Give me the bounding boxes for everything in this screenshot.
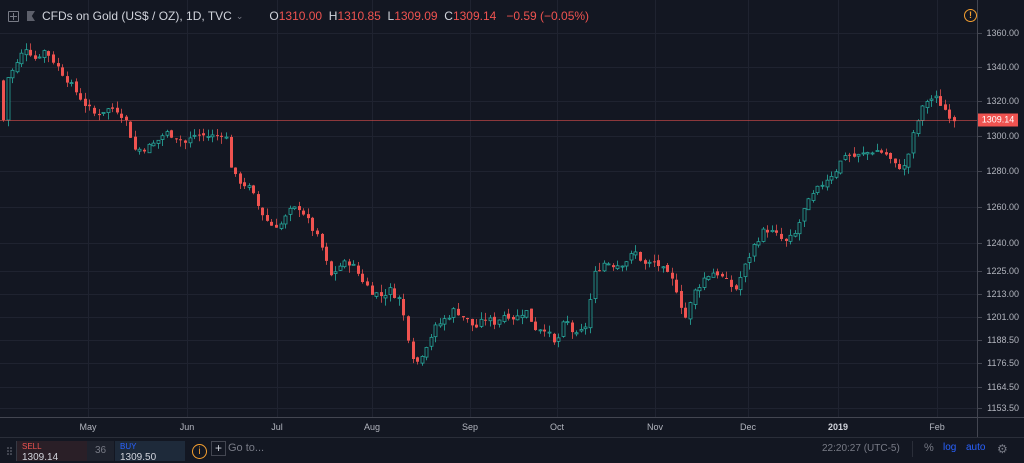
symbol-title[interactable]: CFDs on Gold (US$ / OZ), 1D, TVC [42, 9, 232, 23]
time-label: Dec [739, 422, 757, 432]
chevron-down-icon[interactable]: ⌄ [235, 10, 244, 21]
low-value: 1309.09 [394, 9, 438, 23]
last-price-label: 1309.14 [978, 113, 1018, 127]
drag-handle-icon[interactable] [7, 447, 13, 457]
price-tick [978, 294, 982, 295]
price-label: 1320.00 [986, 96, 1019, 106]
sell-price: 1309.14 [22, 452, 59, 463]
time-axis[interactable]: May Jun Jul Aug Sep Oct Nov Dec 2019 Feb [0, 417, 977, 438]
clock-timezone[interactable]: 22:20:27 (UTC-5) [822, 443, 900, 454]
price-label: 1360.00 [986, 28, 1019, 38]
gear-icon[interactable]: ⚙ [997, 442, 1008, 456]
info-icon[interactable]: i [192, 444, 207, 459]
price-tick [978, 67, 982, 68]
low-label: L [387, 9, 395, 23]
price-label: 1260.00 [986, 202, 1019, 212]
open-label: O [269, 9, 279, 23]
price-tick [978, 317, 982, 318]
price-label: 1188.50 [987, 335, 1019, 345]
warning-icon[interactable]: ! [964, 9, 977, 22]
change-value: −0.59 (−0.05%) [506, 9, 590, 23]
buy-button[interactable]: BUY 1309.50 [115, 441, 185, 463]
time-label: May [79, 422, 97, 432]
price-tick [978, 136, 982, 137]
price-label: 1340.00 [986, 62, 1019, 72]
bottom-toolbar: SELL 1309.14 36 BUY 1309.50 i + Go to...… [0, 437, 1024, 463]
time-label: Aug [363, 422, 381, 432]
flag-icon[interactable] [27, 11, 35, 21]
ohlc-values: O1310.00 H1310.85 L1309.09 C1309.14 [269, 9, 496, 23]
plus-icon[interactable]: + [211, 441, 226, 456]
price-axis[interactable]: 1360.00 1340.00 1320.00 1300.00 1280.00 1260.… [977, 0, 1024, 417]
price-label: 1176.50 [987, 358, 1019, 368]
price-tick [978, 33, 982, 34]
price-tick [978, 387, 982, 388]
price-tick [978, 363, 982, 364]
symbol-legend: CFDs on Gold (US$ / OZ), 1D, TVC ⌄ O1310… [8, 9, 589, 23]
divider [912, 441, 913, 457]
spread-value: 36 [87, 441, 114, 461]
buy-price: 1309.50 [120, 452, 157, 463]
go-to-date-button[interactable]: Go to... [228, 442, 265, 454]
sell-label: SELL [22, 442, 42, 451]
high-label: H [328, 9, 338, 23]
time-label: Feb [929, 422, 945, 432]
time-label: Sep [461, 422, 479, 432]
time-label: Nov [646, 422, 664, 432]
price-label: 1225.00 [986, 266, 1019, 276]
buy-label: BUY [120, 442, 137, 451]
time-label: Oct [549, 422, 565, 432]
close-label: C [444, 9, 453, 23]
close-value: 1309.14 [452, 9, 497, 23]
high-value: 1310.85 [337, 9, 381, 23]
price-label: 1153.50 [987, 403, 1019, 413]
price-tick [978, 171, 982, 172]
price-label: 1213.00 [986, 289, 1019, 299]
log-scale-toggle[interactable]: log [943, 442, 957, 453]
price-label: 1300.00 [986, 131, 1019, 141]
price-tick [978, 271, 982, 272]
price-label: 1164.50 [987, 382, 1019, 392]
time-label: Jul [271, 422, 283, 432]
time-label: Jun [179, 422, 195, 432]
time-label: 2019 [827, 422, 849, 432]
price-label: 1280.00 [986, 166, 1019, 176]
open-value: 1310.00 [278, 9, 323, 23]
price-tick [978, 408, 982, 409]
axis-corner [977, 417, 1024, 438]
price-tick [978, 243, 982, 244]
add-compare-icon[interactable] [8, 10, 19, 22]
price-tick [978, 207, 982, 208]
price-tick [978, 340, 982, 341]
percent-scale-toggle[interactable]: % [924, 442, 934, 454]
candlestick-plot[interactable] [0, 0, 977, 417]
price-label: 1240.00 [986, 238, 1019, 248]
auto-scale-toggle[interactable]: auto [966, 442, 986, 453]
sell-button[interactable]: SELL 1309.14 [16, 441, 87, 463]
chart-pane[interactable]: CFDs on Gold (US$ / OZ), 1D, TVC ⌄ O1310… [0, 0, 977, 417]
price-tick [978, 101, 982, 102]
price-label: 1201.00 [986, 312, 1019, 322]
